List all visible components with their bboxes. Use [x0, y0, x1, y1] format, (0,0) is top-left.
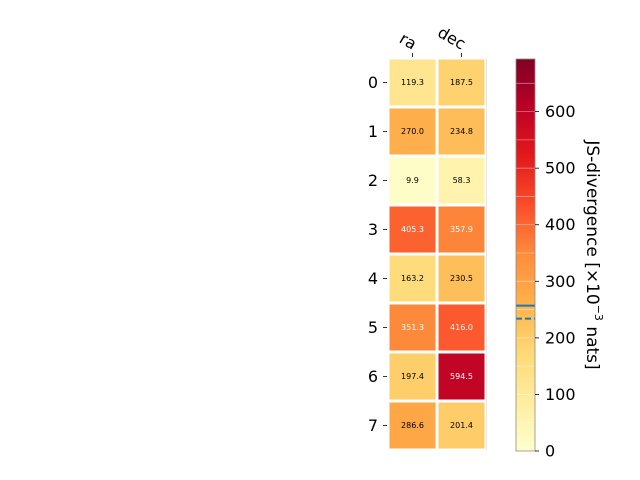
heatmap-cell-label: 234.8 — [450, 127, 473, 136]
colorbar-tick-label: 400 — [545, 215, 576, 234]
row-tick-label: 5 — [368, 318, 378, 337]
heatmap-cell — [438, 108, 485, 155]
heatmap-cell-label: 187.5 — [450, 78, 473, 87]
heatmap-cell — [438, 353, 485, 400]
row-tick-label: 6 — [368, 367, 378, 386]
heatmap-cells — [389, 59, 485, 449]
heatmap-cell-label: 270.0 — [401, 127, 424, 136]
column-tick-label: ra — [396, 29, 420, 54]
heatmap-cell-label: 119.3 — [401, 78, 424, 87]
column-tick-labels: ra dec — [396, 23, 469, 57]
colorbar-tick-label: 600 — [545, 102, 576, 121]
heatmap-cell — [389, 108, 436, 155]
heatmap-cell — [389, 59, 436, 106]
heatmap-cell-labels: 119.3 187.5 270.0 234.8 9.9 58.3 405.3 357.9 163… — [401, 78, 473, 430]
heatmap-cell-label: 357.9 — [450, 225, 473, 234]
colorbar-label: JS-divergence [×10−3 nats] — [582, 139, 606, 369]
heatmap-cell — [389, 402, 436, 449]
heatmap-cell-label: 594.5 — [450, 372, 473, 381]
heatmap-cell — [389, 255, 436, 302]
heatmap-cell-label: 197.4 — [401, 372, 424, 381]
colorbar-outline — [515, 58, 536, 452]
heatmap-cell — [438, 206, 485, 253]
heatmap-cell-label: 230.5 — [450, 274, 473, 283]
colorbar-tick-label: 0 — [545, 442, 555, 461]
heatmap-cell — [389, 157, 436, 204]
colorbar-markers — [516, 304, 535, 320]
row-tick-label: 7 — [368, 416, 378, 435]
heatmap-cell-label: 351.3 — [401, 323, 424, 332]
row-tick-label: 2 — [368, 171, 378, 190]
heatmap-cell — [389, 206, 436, 253]
colorbar-label-exponent: −3 — [593, 305, 606, 321]
heatmap-cell-label: 201.4 — [450, 421, 473, 430]
colorbar-tick-label: 100 — [545, 385, 576, 404]
colorbar-tick-lines — [516, 82, 535, 424]
heatmap-cell-label: 416.0 — [450, 323, 473, 332]
colorbar-label-main: JS-divergence [×10 — [582, 139, 602, 304]
colorbar-label-unit: nats] — [582, 321, 602, 370]
colorbar-tick-label: 300 — [545, 272, 576, 291]
colorbar-tick-label: 500 — [545, 159, 576, 178]
colorbar-tick-label: 200 — [545, 328, 576, 347]
row-tick-label: 3 — [368, 220, 378, 239]
colorbar-tick-labels: 0 100 200 300 400 500 600 — [535, 102, 576, 461]
heatmap-cell — [389, 353, 436, 400]
row-tick-label: 1 — [368, 122, 378, 141]
heatmap-cell — [438, 402, 485, 449]
row-tick-label: 4 — [368, 269, 378, 288]
heatmap-cell-label: 286.6 — [401, 421, 424, 430]
row-tick-label: 0 — [368, 73, 378, 92]
heatmap-cell-label: 9.9 — [406, 176, 419, 185]
colorbar: 0 100 200 300 400 500 600 JS-divergence [×10−3… — [515, 58, 606, 461]
heatmap-cell-label: 58.3 — [453, 176, 471, 185]
heatmap-cell — [438, 255, 485, 302]
heatmap-cell-label: 163.2 — [401, 274, 424, 283]
column-tick-label: dec — [435, 23, 469, 54]
heatmap-cell — [438, 157, 485, 204]
heatmap-cell — [389, 304, 436, 351]
colorbar-gradient — [516, 59, 535, 451]
heatmap-cell — [438, 304, 485, 351]
heatmap-cell-label: 405.3 — [401, 225, 424, 234]
heatmap-cell — [438, 59, 485, 106]
row-tick-labels: 0 1 2 3 4 5 6 7 — [368, 73, 387, 435]
